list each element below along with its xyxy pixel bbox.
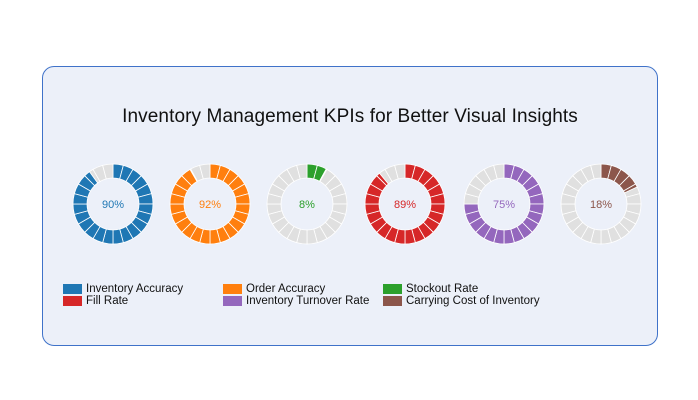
donut-order-accuracy: 92% <box>169 163 251 245</box>
remainder-segment <box>296 163 308 180</box>
donut-fill-rate: 89% <box>364 163 446 245</box>
legend-swatch <box>383 284 402 294</box>
legend-swatch <box>223 284 242 294</box>
donut-value-label: 92% <box>199 199 221 211</box>
legend-label: Inventory Turnover Rate <box>246 295 370 307</box>
legend-swatch <box>63 296 82 306</box>
legend-item-stockout-rate: Stockout Rate <box>383 283 478 295</box>
legend-swatch <box>383 296 402 306</box>
legend-label: Fill Rate <box>86 295 129 307</box>
donut-inventory-turnover-rate: 75% <box>463 163 545 245</box>
legend-item-order-accuracy: Order Accuracy <box>223 283 325 295</box>
legend-item-inventory-turnover-rate: Inventory Turnover Rate <box>223 295 369 307</box>
remainder-segment <box>493 163 505 180</box>
donut-value-label: 89% <box>394 199 416 211</box>
legend-item-carrying-cost: Carrying Cost of Inventory <box>383 295 540 307</box>
legend-item-inventory-accuracy: Inventory Accuracy <box>63 283 183 295</box>
kpi-card: Inventory Management KPIs for Better Vis… <box>42 66 658 346</box>
remainder-segment <box>199 163 211 180</box>
legend-swatch <box>63 284 82 294</box>
chart-title: Inventory Management KPIs for Better Vis… <box>122 106 578 127</box>
legend-label: Carrying Cost of Inventory <box>406 295 540 307</box>
donut-charts: 90% 92% 8% 89% 75% 18% <box>72 163 642 245</box>
donut-value-label: 8% <box>299 199 315 211</box>
donut-value-label: 75% <box>493 199 515 211</box>
legend-swatch <box>223 296 242 306</box>
legend-label: Stockout Rate <box>406 283 479 295</box>
legend-label: Order Accuracy <box>246 283 326 295</box>
remainder-segment <box>590 163 602 180</box>
remainder-segment <box>102 163 114 180</box>
donut-stockout-rate: 8% <box>266 163 348 245</box>
legend-item-fill-rate: Fill Rate <box>63 295 128 307</box>
donut-value-label: 18% <box>590 199 612 211</box>
donut-value-label: 90% <box>102 199 124 211</box>
remainder-segment <box>394 163 406 180</box>
legend-label: Inventory Accuracy <box>86 283 184 295</box>
donut-carrying-cost-of-inventory: 18% <box>560 163 642 245</box>
donut-inventory-accuracy: 90% <box>72 163 154 245</box>
